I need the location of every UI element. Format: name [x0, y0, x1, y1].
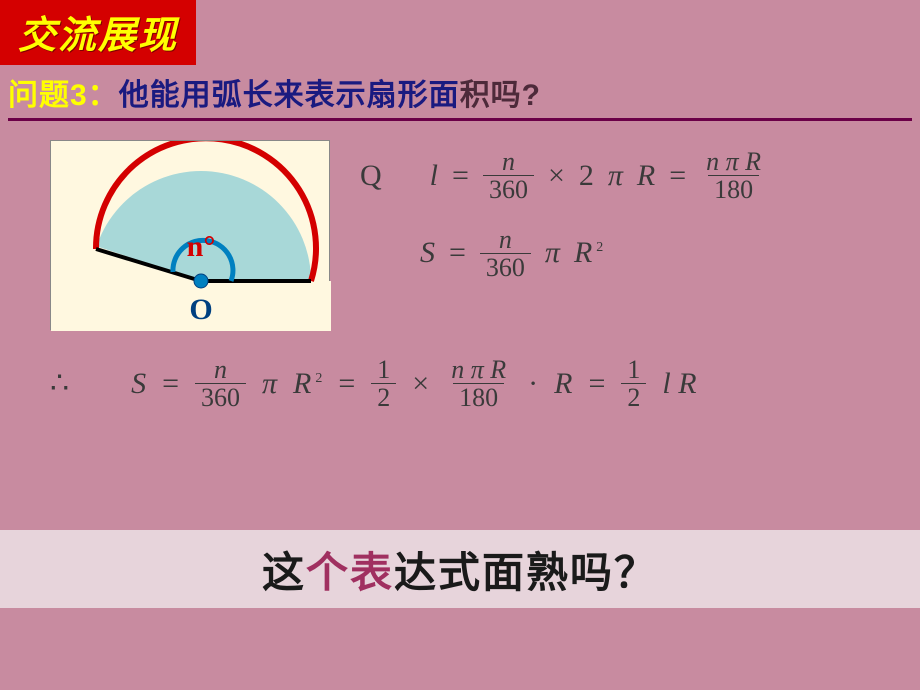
bottom-pre: 这	[262, 549, 306, 596]
frac-1-2-a: 1 2	[371, 356, 396, 412]
num-2: 2	[579, 159, 594, 193]
frac-n-360-c: n 360	[195, 356, 246, 412]
sector-svg: n° O	[51, 141, 331, 331]
var-R-d: R	[554, 367, 572, 401]
frac-npir-180-b: n π R 180	[445, 356, 512, 412]
frac-npir-180: n π R 180	[700, 148, 767, 204]
sector-diagram: n° O	[50, 140, 330, 330]
dot-sign: ·	[528, 367, 538, 401]
bottom-hl: 个表	[306, 549, 394, 596]
section-banner: 交流展现	[0, 0, 196, 65]
bottom-question: 这个表达式面熟吗？	[262, 539, 658, 600]
var-l: l	[430, 159, 438, 193]
eq-sign: =	[452, 159, 469, 193]
bottom-band: 这个表达式面熟吗？	[0, 530, 920, 608]
eq-sign-5: =	[338, 367, 355, 401]
frac-1-2-b: 1 2	[621, 356, 646, 412]
var-R-b: R2	[574, 236, 603, 270]
eq-sign-3: =	[449, 236, 466, 270]
eq-sign-2: =	[669, 159, 686, 193]
pi-b: π	[545, 236, 560, 270]
frac-n-360-b: n 360	[480, 226, 531, 282]
var-S-c: S	[131, 367, 146, 401]
math-area: Q l = n 360 × 2 π R = n π R 180 S = n 36…	[360, 148, 910, 303]
var-R: R	[637, 159, 655, 193]
equation-row-2: S = n 360 π R2	[420, 226, 910, 282]
equation-row-1: Q l = n 360 × 2 π R = n π R 180	[360, 148, 910, 204]
eq-sign-6: =	[588, 367, 605, 401]
tail-lR: l R	[662, 367, 696, 401]
bottom-post: 达式面熟吗？	[394, 549, 658, 596]
frac-n-360: n 360	[483, 148, 534, 204]
angle-label: n°	[187, 230, 216, 263]
equation-row-3: ∴ S = n 360 π R2 = 1 2 × n π R 180 · R =…	[50, 356, 880, 412]
var-S: S	[420, 236, 435, 270]
center-label: O	[189, 293, 212, 326]
pi: π	[608, 159, 623, 193]
question-row: 问题3：他能用弧长来表示扇形面积吗?	[8, 70, 912, 121]
eq-sign-4: =	[162, 367, 179, 401]
times-sign: ×	[548, 159, 565, 193]
therefore-sign: ∴	[50, 366, 69, 401]
var-R-c: R2	[293, 367, 322, 401]
question-tail: 积吗?	[460, 79, 541, 112]
times-sign-b: ×	[412, 367, 429, 401]
banner-text: 交流展现	[18, 15, 178, 57]
pi-c: π	[262, 367, 277, 401]
question-body: 他能用弧长来表示扇形面	[119, 79, 460, 112]
sym-Q: Q	[360, 159, 382, 193]
question-prefix: 问题3：	[8, 79, 119, 112]
